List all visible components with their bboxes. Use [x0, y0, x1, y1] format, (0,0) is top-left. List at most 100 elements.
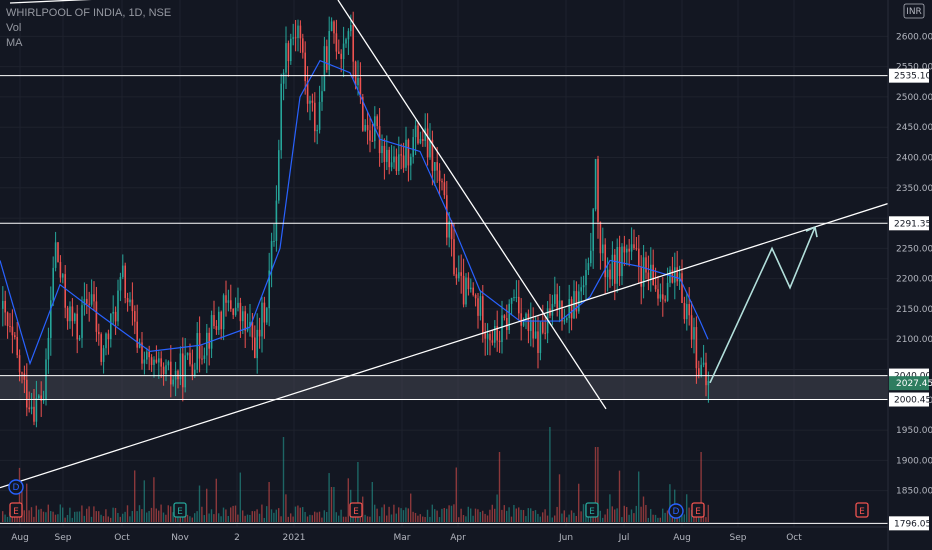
candle-body: [686, 304, 688, 320]
volume-bar: [246, 514, 249, 522]
moving-average-line: [0, 59, 709, 366]
volume-bar: [357, 462, 359, 522]
candle-body: [669, 269, 671, 283]
candle-body: [335, 33, 338, 52]
candle-body: [537, 331, 539, 353]
price-tick-label: 2350.00: [896, 184, 932, 194]
dividend-event-icon[interactable]: [8, 479, 24, 495]
volume-bar: [626, 506, 628, 522]
volume-bar: [630, 509, 633, 522]
candle-body: [498, 340, 501, 343]
earnings-event-icon[interactable]: [349, 502, 363, 518]
earnings-event-icon[interactable]: [9, 502, 23, 518]
candle-body: [698, 368, 700, 376]
candle-body: [561, 300, 563, 322]
volume-bar: [30, 507, 33, 522]
candle-body: [86, 298, 88, 304]
volume-bar: [566, 517, 568, 522]
earnings-event-icon[interactable]: [691, 502, 705, 518]
earnings-event-icon[interactable]: [585, 502, 599, 518]
candle-body: [666, 282, 669, 301]
candle-body: [453, 239, 455, 275]
candle-body: [525, 313, 527, 320]
dividend-event-icon[interactable]: [668, 503, 684, 519]
candle-body: [309, 100, 311, 104]
volume-bar: [208, 513, 210, 522]
price-tick-label: 1900.00: [896, 456, 932, 466]
support-zone[interactable]: [0, 375, 888, 400]
candle-body: [191, 364, 194, 376]
volume-bar: [191, 517, 193, 522]
volume-bar: [414, 512, 417, 522]
candle-body: [76, 313, 78, 340]
candle-body: [556, 294, 558, 309]
candle-body: [83, 298, 86, 306]
earnings-event-icon[interactable]: [173, 502, 187, 518]
volume-bar: [455, 467, 457, 522]
trendline[interactable]: [9, 0, 212, 4]
candle-body: [316, 129, 318, 132]
symbol-title[interactable]: WHIRLPOOL OF INDIA, 1D, NSE: [6, 7, 172, 19]
ma-indicator-label[interactable]: MA: [6, 37, 23, 49]
candle-body: [23, 373, 26, 380]
volume-bar: [347, 478, 349, 522]
volume-indicator-label[interactable]: Vol: [6, 22, 22, 34]
candle-body: [441, 181, 443, 183]
candle-body: [448, 221, 450, 238]
volume-bar: [38, 509, 40, 522]
candle-body: [414, 125, 417, 138]
candle-body: [179, 353, 182, 380]
volume-bar: [282, 437, 285, 522]
volume-bar: [388, 506, 390, 522]
candle-body: [410, 156, 412, 166]
volume-bar: [412, 511, 414, 522]
volume-bar: [563, 510, 565, 522]
candle-body: [364, 125, 366, 131]
candle-body: [429, 139, 431, 158]
candle-body: [155, 359, 158, 363]
candle-body: [350, 25, 352, 32]
volume-bar: [102, 516, 105, 522]
candle-body: [110, 313, 112, 340]
candle-body: [522, 319, 525, 326]
volume-bar: [244, 515, 246, 522]
volume-bar: [558, 474, 561, 522]
price-level-badge[interactable]: [889, 392, 929, 407]
candle-body: [4, 300, 6, 313]
candle-body: [136, 321, 138, 348]
candle-body: [707, 381, 710, 386]
candle-body: [285, 43, 287, 73]
candle-body: [146, 351, 148, 360]
volume-bar: [520, 509, 522, 522]
candle-body: [292, 37, 294, 39]
price-level-badge[interactable]: [889, 216, 929, 231]
candle-body: [616, 247, 618, 284]
volume-bar: [280, 516, 282, 522]
trendline[interactable]: [0, 202, 891, 489]
volume-bar: [544, 509, 546, 522]
candle-body: [26, 379, 28, 408]
current-price-badge[interactable]: [889, 376, 929, 391]
volume-bar: [340, 509, 342, 522]
volume-bar: [162, 512, 165, 522]
candle-body: [299, 25, 302, 39]
volume-bar: [642, 496, 645, 522]
earnings-event-icon[interactable]: [855, 502, 869, 518]
volume-bar: [700, 452, 702, 522]
volume-bar: [143, 480, 145, 522]
candle-body: [117, 290, 119, 322]
candle-body: [9, 326, 11, 328]
volume-bar: [153, 477, 155, 522]
candle-body: [126, 298, 129, 303]
candle-body: [614, 254, 616, 284]
trendline[interactable]: [337, 0, 607, 410]
volume-bar: [57, 514, 59, 522]
volume-bar: [599, 510, 601, 522]
price-level-badge[interactable]: [889, 516, 929, 531]
volume-bar: [134, 470, 136, 522]
volume-bar: [227, 516, 229, 522]
projection-path[interactable]: [709, 226, 816, 384]
volume-bar: [232, 505, 234, 522]
price-level-badge[interactable]: [889, 68, 929, 83]
